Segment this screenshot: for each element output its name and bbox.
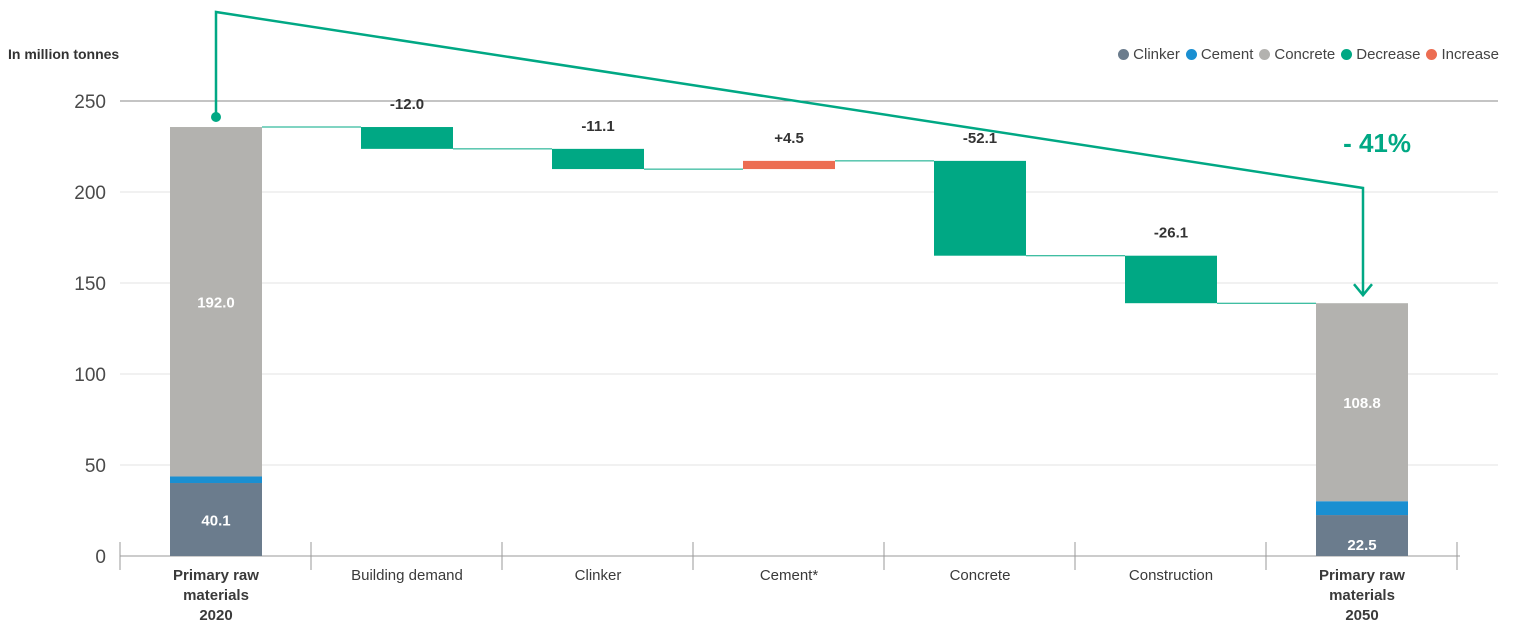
- legend: Clinker Cement Concrete Decrease Increas…: [1118, 46, 1499, 63]
- annotation-arrowhead: [1353, 283, 1373, 298]
- x-category-label: materials: [183, 587, 249, 604]
- y-tick-label: 150: [74, 274, 106, 295]
- bar-segment-clinker: [170, 483, 262, 556]
- y-tick-label: 0: [95, 547, 106, 568]
- decrease-bar: [1125, 255, 1217, 304]
- legend-item-decrease: Decrease: [1341, 46, 1420, 63]
- x-category-label: Concrete: [950, 567, 1011, 584]
- legend-dot-cement: [1185, 49, 1197, 60]
- bar-segment-label: 108.8: [1343, 395, 1381, 412]
- x-category-label: 2020: [199, 607, 232, 624]
- legend-dot-clinker: [1118, 49, 1130, 60]
- x-category-label: 2050: [1345, 607, 1378, 624]
- legend-item-concrete: Concrete: [1259, 46, 1335, 63]
- change-value-label: -52.1: [963, 130, 997, 147]
- decrease-bar: [361, 127, 453, 149]
- legend-label-cement: Cement: [1200, 46, 1254, 63]
- bar-segment-concrete: [1316, 303, 1408, 502]
- x-category-label: Construction: [1129, 567, 1213, 584]
- legend-label-increase: Increase: [1441, 46, 1499, 63]
- y-tick-label: 100: [74, 365, 106, 386]
- change-value-label: -12.0: [390, 96, 424, 113]
- x-category-label: Primary raw: [173, 567, 259, 584]
- bar-segment-clinker: [1316, 515, 1408, 556]
- legend-label-decrease: Decrease: [1356, 46, 1421, 63]
- legend-dot-decrease: [1341, 49, 1353, 60]
- x-category-label: Building demand: [351, 567, 463, 584]
- legend-item-cement: Cement: [1185, 46, 1254, 63]
- legend-dot-concrete: [1259, 49, 1271, 60]
- bar-segment-label: 40.1: [201, 513, 230, 530]
- change-value-label: +4.5: [774, 130, 804, 147]
- increase-bar: [743, 160, 835, 170]
- decrease-bar: [934, 160, 1026, 256]
- y-tick-label: 50: [85, 456, 106, 477]
- legend-dot-increase: [1426, 49, 1438, 60]
- legend-item-clinker: Clinker: [1118, 46, 1180, 63]
- bar-segment-cement: [1316, 501, 1408, 516]
- legend-label-clinker: Clinker: [1133, 46, 1180, 63]
- legend-label-concrete: Concrete: [1274, 46, 1336, 63]
- legend-item-increase: Increase: [1426, 46, 1499, 63]
- bar-segment-cement: [170, 476, 262, 484]
- y-tick-label: 200: [74, 183, 106, 204]
- bar-segment-label: 192.0: [197, 295, 235, 312]
- decrease-bar: [552, 148, 644, 170]
- annotation-arrow-line: [214, 10, 1365, 296]
- annotation-percent-label: - 41%: [1343, 128, 1411, 158]
- y-tick-label: 250: [74, 92, 106, 113]
- x-category-label: Cement*: [760, 567, 819, 584]
- x-category-label: materials: [1329, 587, 1395, 604]
- bar-segment-label: 22.5: [1347, 537, 1376, 554]
- x-category-label: Primary raw: [1319, 567, 1405, 584]
- change-value-label: -11.1: [581, 118, 614, 135]
- change-value-label: -26.1: [1154, 225, 1188, 242]
- x-category-label: Clinker: [575, 567, 622, 584]
- unit-label: In million tonnes: [8, 46, 120, 62]
- bar-segment-concrete: [170, 127, 262, 477]
